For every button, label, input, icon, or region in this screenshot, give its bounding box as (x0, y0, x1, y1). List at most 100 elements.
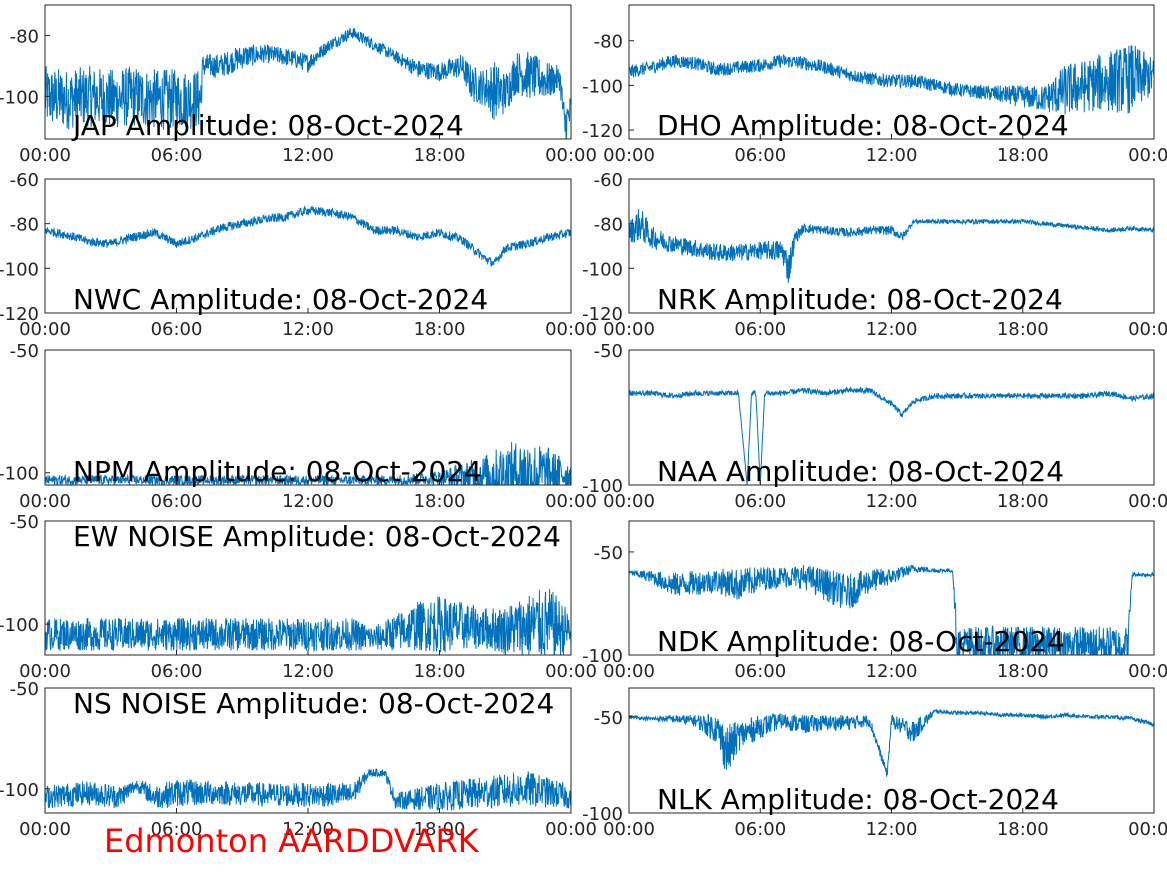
chart-panel-2: 00:00 06:00 12:00 18:00 00:00 -80 -100 -120 DHO … (582, 4, 1167, 166)
x-tick-label: 06:00 (734, 145, 786, 166)
series-line (629, 564, 1154, 655)
x-tick-label: 06:00 (151, 145, 203, 166)
chart-panel-4: 00:00 06:00 12:00 18:00 00:00 -60 -80 -100 -120 N… (582, 170, 1167, 340)
x-tick-label: 00:00 (545, 819, 597, 840)
x-tick-label: 12:00 (866, 145, 918, 166)
x-tick-label: 00:00 (19, 491, 71, 512)
chart-title: NLK Amplitude: 08-Oct-2024 (657, 783, 1059, 816)
x-tick-label: 06:00 (151, 319, 203, 340)
x-tick-label: 06:00 (734, 319, 786, 340)
chart-panel-3: 00:00 06:00 12:00 18:00 00:00 -60 -80 -100 -120 N… (0, 170, 597, 340)
y-tick-label: -80 (10, 26, 39, 47)
x-tick-label: 00:00 (1128, 661, 1167, 682)
x-tick-label: 06:00 (734, 661, 786, 682)
chart-panel-8: 00:00 06:00 12:00 18:00 00:00 -50 -100 NDK Ampl… (582, 520, 1167, 682)
x-tick-label: 12:00 (282, 145, 334, 166)
x-tick-label: 12:00 (282, 819, 334, 840)
y-tick-label: -120 (582, 304, 623, 325)
y-tick-label: -100 (582, 804, 623, 825)
x-tick-label: 00:00 (603, 145, 655, 166)
y-tick-label: -100 (0, 464, 39, 485)
x-tick-label: 00:00 (1128, 319, 1167, 340)
y-tick-label: -80 (594, 32, 623, 53)
x-tick-label: 12:00 (282, 661, 334, 682)
chart-title: NDK Amplitude: 08-Oct-2024 (657, 625, 1065, 658)
x-tick-label: 18:00 (414, 491, 466, 512)
series-line (45, 27, 571, 139)
x-tick-label: 18:00 (414, 319, 466, 340)
x-tick-label: 18:00 (997, 819, 1049, 840)
x-tick-label: 06:00 (734, 819, 786, 840)
y-tick-label: -50 (594, 708, 623, 729)
y-tick-label: -60 (10, 170, 39, 191)
chart-title: NS NOISE Amplitude: 08-Oct-2024 (73, 687, 554, 720)
x-tick-label: 12:00 (866, 661, 918, 682)
x-tick-label: 00:00 (603, 491, 655, 512)
y-tick-label: -100 (0, 780, 39, 801)
y-tick-label: -50 (10, 679, 39, 700)
series-line (629, 45, 1154, 115)
series-line (629, 708, 1154, 777)
series-line (45, 768, 571, 811)
x-tick-label: 18:00 (997, 319, 1049, 340)
chart-title: NRK Amplitude: 08-Oct-2024 (657, 283, 1063, 316)
y-tick-label: -60 (594, 170, 623, 191)
y-tick-label: -100 (582, 476, 623, 497)
footer-label: Edmonton AARDDVARK (104, 822, 479, 860)
x-tick-label: 06:00 (151, 491, 203, 512)
y-tick-label: -120 (582, 121, 623, 142)
y-tick-label: -50 (10, 341, 39, 362)
x-tick-label: 00:00 (603, 661, 655, 682)
x-tick-label: 18:00 (997, 145, 1049, 166)
y-tick-label: -100 (582, 259, 623, 280)
chart-panel-10: 00:00 06:00 12:00 18:00 00:00 -50 -100 NLK Ampl… (582, 687, 1167, 840)
y-tick-label: -100 (0, 259, 39, 280)
x-tick-label: 00:00 (545, 319, 597, 340)
y-tick-label: -50 (594, 341, 623, 362)
x-tick-label: 00:00 (19, 819, 71, 840)
chart-panel-9: 00:00 06:00 12:00 18:00 00:00 -50 -100 NS NOISE… (0, 679, 597, 840)
chart-title: NPM Amplitude: 08-Oct-2024 (73, 455, 482, 488)
x-tick-label: 00:00 (603, 319, 655, 340)
y-tick-label: -100 (0, 615, 39, 636)
x-tick-label: 00:00 (545, 145, 597, 166)
x-tick-label: 06:00 (151, 661, 203, 682)
x-tick-label: 18:00 (997, 491, 1049, 512)
x-tick-label: 18:00 (414, 819, 466, 840)
x-tick-label: 18:00 (414, 661, 466, 682)
chart-title: NAA Amplitude: 08-Oct-2024 (657, 455, 1064, 488)
chart-panel-6: 00:00 06:00 12:00 18:00 00:00 -50 -100 NAA Ampl… (582, 341, 1167, 512)
x-tick-label: 12:00 (282, 319, 334, 340)
y-tick-label: -80 (10, 215, 39, 236)
x-tick-label: 00:00 (545, 491, 597, 512)
y-tick-label: -100 (582, 76, 623, 97)
series-line (45, 588, 571, 655)
series-line (629, 208, 1154, 283)
x-tick-label: 12:00 (866, 319, 918, 340)
chart-panel-1: 00:00 06:00 12:00 18:00 00:00 -80 -100 JAP Ampl… (0, 4, 597, 166)
x-tick-label: 06:00 (734, 491, 786, 512)
x-tick-label: 00:00 (1128, 145, 1167, 166)
x-tick-label: 12:00 (282, 491, 334, 512)
series-line (45, 204, 571, 267)
x-tick-label: 12:00 (866, 819, 918, 840)
x-tick-label: 12:00 (866, 491, 918, 512)
y-tick-label: -100 (582, 646, 623, 667)
y-tick-label: -50 (10, 512, 39, 533)
y-tick-label: -80 (594, 215, 623, 236)
x-tick-label: 00:00 (1128, 491, 1167, 512)
x-tick-label: 18:00 (997, 661, 1049, 682)
x-tick-label: 00:00 (19, 319, 71, 340)
x-tick-label: 00:00 (19, 661, 71, 682)
chart-panel-7: 00:00 06:00 12:00 18:00 00:00 -50 -100 EW NOISE… (0, 512, 597, 682)
x-tick-label: 00:00 (545, 661, 597, 682)
x-tick-label: 00:00 (603, 819, 655, 840)
y-tick-label: -100 (0, 87, 39, 108)
chart-title: NWC Amplitude: 08-Oct-2024 (73, 283, 488, 316)
x-tick-label: 06:00 (151, 819, 203, 840)
y-tick-label: -120 (0, 304, 39, 325)
x-tick-label: 00:00 (1128, 819, 1167, 840)
chart-title: DHO Amplitude: 08-Oct-2024 (657, 109, 1069, 142)
